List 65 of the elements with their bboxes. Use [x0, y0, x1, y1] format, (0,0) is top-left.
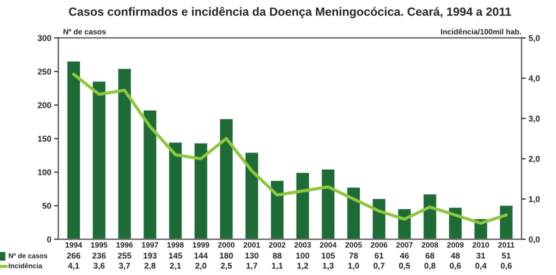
data-label: 61	[374, 252, 384, 259]
data-label: 3,6	[93, 262, 105, 270]
bar	[66, 60, 82, 240]
data-label: 2,5	[220, 262, 232, 270]
data-label: 145	[169, 252, 182, 259]
y-tick-label: 250	[38, 68, 52, 75]
data-label: 2,1	[170, 262, 181, 270]
data-label: 0,7	[374, 262, 384, 270]
data-label: 1,1	[272, 262, 283, 270]
data-label: 2,8	[144, 262, 156, 270]
data-label: 1,0	[348, 262, 360, 270]
data-label: 130	[245, 252, 258, 259]
bar	[422, 192, 438, 240]
bar	[244, 151, 260, 240]
data-label: 0,6	[500, 262, 512, 270]
y2-tick-label: 5,0	[528, 35, 540, 42]
y2-tick-label: 4,0	[528, 75, 540, 83]
data-label: 78	[349, 252, 358, 259]
data-label: 1,3	[322, 262, 334, 270]
data-label: 144	[194, 252, 208, 259]
chart-title: Casos confirmados e incidência da Doença Meningocócica. Ceará, 1994 a 2011	[69, 6, 512, 18]
data-label: 31	[476, 252, 486, 259]
y-tick-label: 300	[38, 35, 52, 42]
data-label: 236	[92, 252, 106, 259]
y-tick-label: 0	[47, 236, 52, 242]
data-label: 3,7	[118, 262, 130, 270]
bar	[218, 118, 234, 240]
y-tick-label: 100	[38, 169, 52, 176]
data-label: 180	[220, 252, 233, 259]
bar	[142, 109, 158, 240]
data-label: 51	[502, 252, 511, 259]
bar	[294, 171, 310, 240]
data-label: 88	[272, 252, 282, 259]
bar	[91, 80, 107, 240]
data-label: 105	[322, 252, 335, 259]
y2-tick-label: 3,0	[528, 116, 540, 123]
bar	[498, 204, 514, 240]
data-label: 68	[426, 252, 434, 259]
bar	[168, 141, 184, 240]
data-label: 46	[400, 252, 409, 259]
bar	[116, 67, 132, 240]
data-label: 100	[296, 252, 310, 259]
y2-tick-label: 2,0	[528, 156, 540, 164]
bar	[346, 186, 362, 240]
bar	[320, 168, 336, 240]
y-tick-label: 200	[38, 102, 52, 108]
data-label: 48	[450, 252, 460, 259]
data-label: 0,8	[424, 262, 436, 270]
data-label: 193	[144, 252, 157, 259]
data-label: 1,2	[297, 262, 308, 270]
data-label: 4,1	[68, 262, 80, 270]
y-tick-label: 150	[38, 136, 52, 142]
data-label: 0,5	[399, 262, 410, 270]
bar	[270, 180, 285, 240]
line-series	[72, 72, 508, 225]
y2-tick-label: 0,0	[528, 236, 540, 244]
data-label: 266	[66, 252, 80, 259]
y-tick-label: 50	[42, 202, 52, 209]
data-label: 1,7	[246, 262, 258, 270]
y2-tick-label: 1,0	[528, 196, 540, 204]
data-label: 255	[118, 252, 132, 259]
data-label: 0,6	[450, 262, 461, 270]
data-label: 0,4	[475, 262, 487, 270]
data-label: 2,0	[195, 262, 206, 270]
bar	[193, 142, 209, 240]
